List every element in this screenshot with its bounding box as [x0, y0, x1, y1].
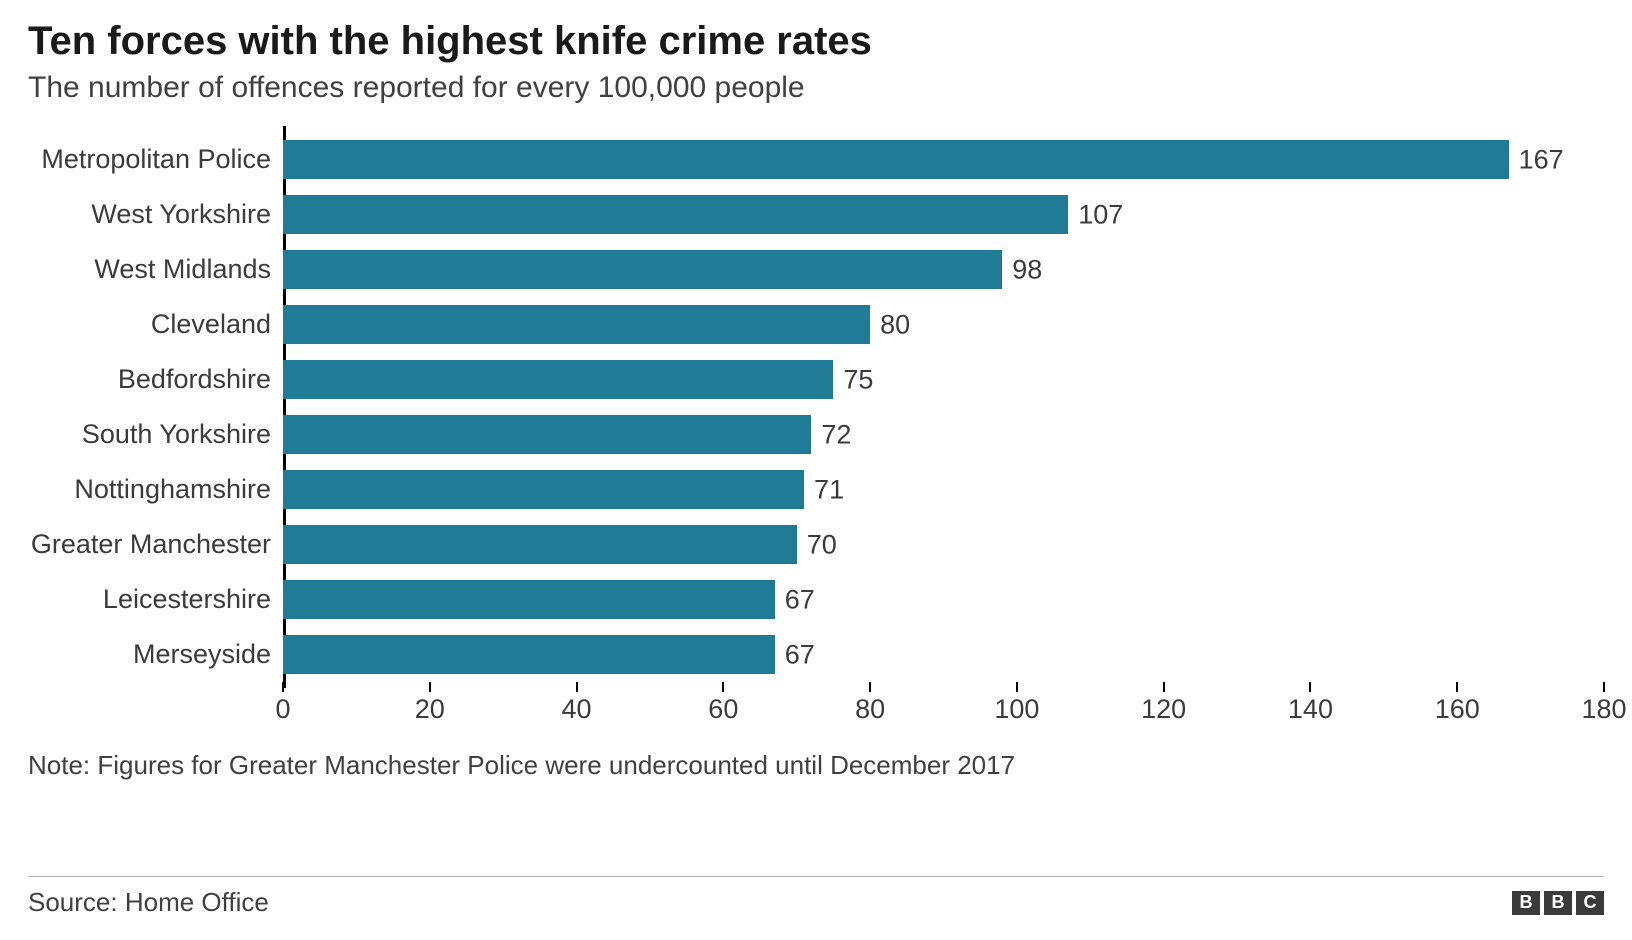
bar: [283, 415, 811, 454]
bbc-logo: BBC: [1512, 891, 1604, 915]
bar-track: 75: [283, 352, 1604, 407]
x-tick-label: 160: [1435, 694, 1480, 725]
chart-note: Note: Figures for Greater Manchester Pol…: [28, 750, 1604, 781]
x-tick: 140: [1310, 682, 1311, 692]
chart-title: Ten forces with the highest knife crime …: [28, 18, 1604, 64]
x-tick-mark: [429, 682, 431, 692]
bar-row: Nottinghamshire 71: [28, 462, 1604, 517]
x-tick-label: 180: [1581, 694, 1626, 725]
x-tick-label: 20: [415, 694, 445, 725]
x-tick-mark: [722, 682, 724, 692]
bar-row: Metropolitan Police 167: [28, 132, 1604, 187]
category-label: West Midlands: [28, 254, 283, 285]
bbc-logo-block: B: [1512, 891, 1540, 915]
x-tick-mark: [1603, 682, 1605, 692]
category-label: Nottinghamshire: [28, 474, 283, 505]
x-tick-label: 0: [275, 694, 290, 725]
x-tick: 120: [1164, 682, 1165, 692]
bar-value-label: 98: [1002, 254, 1042, 285]
bar-value-label: 67: [775, 584, 815, 615]
x-tick: 20: [430, 682, 431, 692]
x-tick-mark: [1309, 682, 1311, 692]
bar: [283, 525, 797, 564]
bar-value-label: 75: [833, 364, 873, 395]
x-axis-track: 0 20 40 60 80 100 120 140 160 180: [283, 682, 1604, 732]
category-label: Greater Manchester: [28, 529, 283, 560]
x-tick-label: 120: [1141, 694, 1186, 725]
x-tick-mark: [1163, 682, 1165, 692]
category-label: South Yorkshire: [28, 419, 283, 450]
bar-track: 107: [283, 187, 1604, 242]
bar-track: 71: [283, 462, 1604, 517]
x-tick: 40: [577, 682, 578, 692]
bar-track: 80: [283, 297, 1604, 352]
bar-row: Greater Manchester 70: [28, 517, 1604, 572]
bbc-logo-block: C: [1576, 891, 1604, 915]
bbc-logo-block: B: [1544, 891, 1572, 915]
x-tick-label: 100: [994, 694, 1039, 725]
bar-track: 70: [283, 517, 1604, 572]
chart-source: Source: Home Office: [28, 887, 269, 918]
bar: [283, 250, 1002, 289]
x-tick-mark: [1016, 682, 1018, 692]
bar-value-label: 167: [1509, 144, 1564, 175]
bar-track: 67: [283, 627, 1604, 682]
category-label: West Yorkshire: [28, 199, 283, 230]
bar-track: 72: [283, 407, 1604, 462]
x-tick-label: 60: [708, 694, 738, 725]
category-label: Metropolitan Police: [28, 144, 283, 175]
x-tick-mark: [282, 682, 284, 692]
bar: [283, 305, 870, 344]
category-label: Merseyside: [28, 639, 283, 670]
bar: [283, 140, 1509, 179]
category-label: Leicestershire: [28, 584, 283, 615]
chart-subtitle: The number of offences reported for ever…: [28, 70, 1604, 106]
x-tick-mark: [1456, 682, 1458, 692]
x-tick-label: 140: [1288, 694, 1333, 725]
bar-row: West Yorkshire 107: [28, 187, 1604, 242]
bar-value-label: 71: [804, 474, 844, 505]
x-tick-mark: [869, 682, 871, 692]
x-tick-label: 40: [562, 694, 592, 725]
bar: [283, 635, 775, 674]
bar-chart: Metropolitan Police167West Yorkshire107W…: [28, 132, 1604, 732]
x-axis: 0 20 40 60 80 100 120 140 160 180: [28, 682, 1604, 732]
bar-row: West Midlands 98: [28, 242, 1604, 297]
bar-row: Leicestershire 67: [28, 572, 1604, 627]
bar-row: Bedfordshire 75: [28, 352, 1604, 407]
bar-track: 67: [283, 572, 1604, 627]
bar: [283, 360, 833, 399]
axis-spacer: [28, 682, 283, 732]
x-tick: 80: [870, 682, 871, 692]
bar-value-label: 72: [811, 419, 851, 450]
bar: [283, 195, 1068, 234]
chart-container: Ten forces with the highest knife crime …: [0, 0, 1632, 940]
bar-value-label: 70: [797, 529, 837, 560]
bar-value-label: 67: [775, 639, 815, 670]
bar-value-label: 107: [1068, 199, 1123, 230]
bar-track: 167: [283, 132, 1604, 187]
bar: [283, 580, 775, 619]
bar-row: South Yorkshire 72: [28, 407, 1604, 462]
bar-row: Merseyside 67: [28, 627, 1604, 682]
x-tick-label: 80: [855, 694, 885, 725]
x-tick: 160: [1457, 682, 1458, 692]
category-label: Cleveland: [28, 309, 283, 340]
x-tick: 0: [283, 682, 284, 692]
x-tick-mark: [576, 682, 578, 692]
bar-row: Cleveland 80: [28, 297, 1604, 352]
category-label: Bedfordshire: [28, 364, 283, 395]
x-tick: 100: [1017, 682, 1018, 692]
bar: [283, 470, 804, 509]
bar-track: 98: [283, 242, 1604, 297]
bar-value-label: 80: [870, 309, 910, 340]
x-tick: 60: [723, 682, 724, 692]
x-tick: 180: [1604, 682, 1605, 692]
chart-footer: Source: Home Office BBC: [28, 876, 1604, 918]
